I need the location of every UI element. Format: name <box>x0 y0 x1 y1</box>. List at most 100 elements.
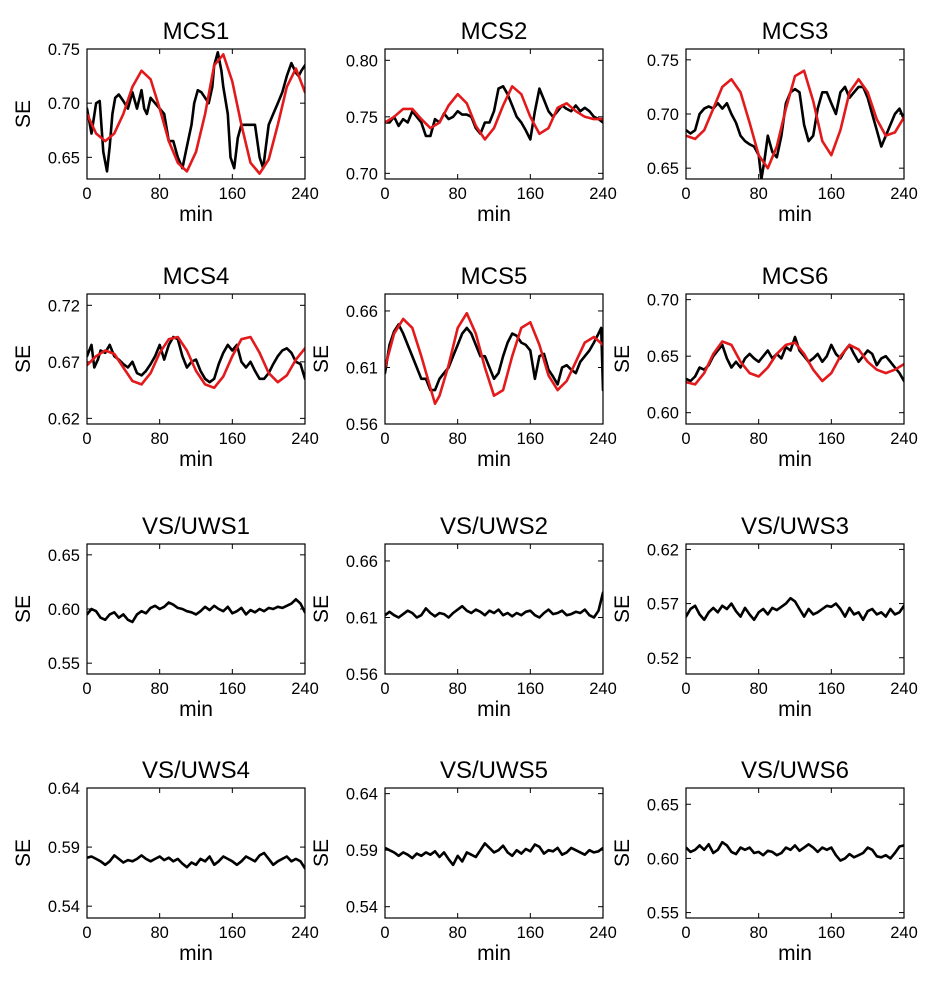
y-tick-label: 0.56 <box>346 416 378 434</box>
plot-frame <box>685 787 905 919</box>
y-axis-label: SE <box>12 595 35 623</box>
series-line-observed <box>385 591 603 619</box>
x-axis-label: min <box>179 203 213 226</box>
subplot-7: VS/UWS1 min SE 0 80 160 240 0.55 0.60 0.65 <box>12 513 319 721</box>
x-tick-label: 240 <box>589 430 617 448</box>
y-tick-label: 0.61 <box>346 609 378 627</box>
y-tick-label: 0.64 <box>346 786 378 804</box>
subplot-title: VS/UWS1 <box>142 513 250 540</box>
x-tick-label: 80 <box>749 430 767 448</box>
plot-frame <box>384 787 604 919</box>
subplot-9: VS/UWS3 min SE 0 80 160 240 0.52 0.57 0.62 <box>611 513 918 721</box>
x-tick-label: 160 <box>818 680 846 698</box>
subplot-title: MCS4 <box>163 263 230 290</box>
x-tick-label: 80 <box>448 430 466 448</box>
y-axis-label: SE <box>611 595 634 623</box>
x-tick-label: 160 <box>517 680 545 698</box>
x-tick-label: 80 <box>448 924 466 942</box>
subplot-3: MCS3 min 0 80 160 240 0.65 0.70 0.75 <box>647 18 918 226</box>
y-tick-label: 0.70 <box>647 292 679 310</box>
y-tick-label: 0.55 <box>647 905 679 923</box>
x-axis-label: min <box>477 203 511 226</box>
subplot-title: VS/UWS6 <box>741 757 849 784</box>
x-tick-label: 160 <box>219 430 247 448</box>
x-tick-label: 160 <box>219 924 247 942</box>
y-tick-label: 0.52 <box>647 650 679 668</box>
series-line-fit <box>385 85 603 141</box>
plot-frame <box>384 293 604 425</box>
x-tick-label: 0 <box>681 924 690 942</box>
x-tick-label: 0 <box>82 680 91 698</box>
series-line-fit <box>686 340 904 386</box>
x-axis-label: min <box>477 448 511 471</box>
y-tick-label: 0.65 <box>48 149 80 167</box>
series-line-observed <box>87 597 305 624</box>
y-axis-label: SE <box>611 839 634 867</box>
x-tick-label: 0 <box>380 185 389 203</box>
x-tick-label: 240 <box>589 185 617 203</box>
x-axis-label: min <box>477 698 511 721</box>
x-axis-label: min <box>179 448 213 471</box>
x-tick-label: 240 <box>890 680 918 698</box>
x-tick-label: 240 <box>291 924 319 942</box>
x-tick-label: 0 <box>82 430 91 448</box>
x-tick-label: 0 <box>681 185 690 203</box>
subplot-5: MCS5 min SE 0 80 160 240 0.56 0.61 0.66 <box>310 263 617 471</box>
subplot-title: VS/UWS3 <box>741 513 849 540</box>
x-axis-label: min <box>778 942 812 965</box>
x-tick-label: 240 <box>890 924 918 942</box>
x-tick-label: 80 <box>448 680 466 698</box>
subplot-4: MCS4 min SE 0 80 160 240 0.62 0.67 0.72 <box>12 263 319 471</box>
y-tick-label: 0.75 <box>346 109 378 127</box>
x-tick-label: 240 <box>291 185 319 203</box>
series-line-observed <box>385 85 603 141</box>
x-tick-label: 80 <box>749 680 767 698</box>
y-tick-label: 0.70 <box>48 95 80 113</box>
x-tick-label: 80 <box>150 185 168 203</box>
y-tick-label: 0.75 <box>48 41 80 59</box>
y-axis-label: SE <box>12 100 35 128</box>
x-tick-label: 0 <box>380 430 389 448</box>
x-tick-label: 160 <box>219 185 247 203</box>
subplot-title: MCS2 <box>461 18 528 45</box>
y-tick-label: 0.60 <box>48 601 80 619</box>
y-tick-label: 0.60 <box>647 850 679 868</box>
y-axis-label: SE <box>310 839 333 867</box>
y-tick-label: 0.70 <box>346 165 378 183</box>
y-tick-label: 0.60 <box>647 405 679 423</box>
y-tick-label: 0.59 <box>346 842 378 860</box>
series-line-observed <box>87 851 305 870</box>
series-line-fit <box>385 311 603 406</box>
plot-frame <box>685 48 905 180</box>
x-tick-label: 0 <box>681 680 690 698</box>
x-tick-label: 160 <box>818 430 846 448</box>
series-line-fit <box>87 335 305 390</box>
y-axis-label: SE <box>12 345 35 373</box>
subplot-6: MCS6 min SE 0 80 160 240 0.60 0.65 0.70 <box>611 263 918 471</box>
subplot-title: MCS6 <box>762 263 829 290</box>
y-tick-label: 0.75 <box>647 52 679 70</box>
y-axis-label: SE <box>310 595 333 623</box>
y-tick-label: 0.72 <box>48 297 80 315</box>
plot-frame <box>685 293 905 425</box>
y-tick-label: 0.62 <box>647 541 679 559</box>
series-line-observed <box>385 842 603 867</box>
x-tick-label: 160 <box>818 185 846 203</box>
y-tick-label: 0.57 <box>647 596 679 614</box>
y-tick-label: 0.67 <box>48 354 80 372</box>
y-tick-label: 0.80 <box>346 52 378 70</box>
x-tick-label: 80 <box>150 430 168 448</box>
subplot-12: VS/UWS6 min SE 0 80 160 240 0.55 0.60 0.65 <box>611 757 918 965</box>
plot-frame <box>384 543 604 675</box>
x-tick-label: 0 <box>380 924 389 942</box>
y-tick-label: 0.66 <box>346 553 378 571</box>
x-tick-label: 80 <box>749 185 767 203</box>
y-tick-label: 0.59 <box>48 839 80 857</box>
series-line-observed <box>686 840 904 862</box>
y-tick-label: 0.65 <box>647 796 679 814</box>
subplot-title: MCS3 <box>762 18 829 45</box>
y-tick-label: 0.54 <box>346 899 378 917</box>
x-axis-label: min <box>778 698 812 721</box>
y-axis-label: SE <box>611 345 634 373</box>
